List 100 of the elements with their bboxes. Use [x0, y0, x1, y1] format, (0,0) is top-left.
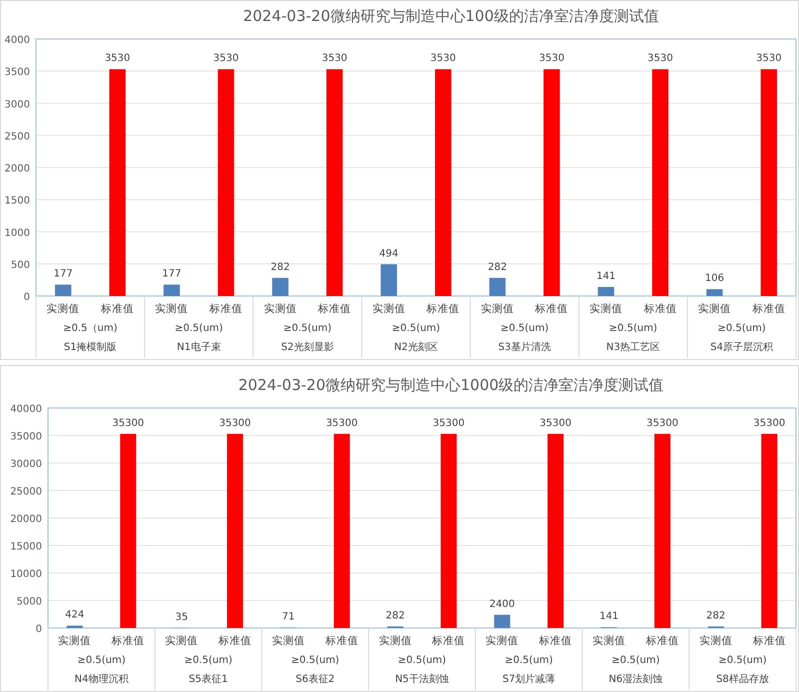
text: ≥0.5(um) [718, 655, 767, 666]
data-label: 3530 [104, 53, 130, 64]
bar [120, 434, 136, 628]
y-tick-label: 3000 [4, 99, 30, 110]
text: S2光刻显影 [281, 341, 334, 353]
text: ≥0.5(um) [718, 323, 766, 334]
y-tick-label: 0 [36, 624, 42, 635]
y-tick-label: 500 [10, 260, 30, 271]
bar [435, 69, 452, 296]
x-tick-label: 标准值 [534, 302, 568, 315]
x-tick-label: 实测值 [58, 634, 92, 647]
bar [706, 289, 723, 296]
x-tick-label: 实测值 [264, 302, 297, 315]
text: N3热工艺区 [606, 341, 660, 353]
text: N6湿法刻蚀 [608, 673, 663, 685]
y-tick-label: 15000 [10, 542, 42, 552]
data-label: 35300 [326, 418, 358, 429]
text: ≥0.5（um) [63, 323, 118, 334]
bar [440, 434, 457, 628]
x-tick-label: 实测值 [590, 302, 622, 315]
x-tick-label: 实测值 [165, 634, 198, 647]
x-tick-label: 标准值 [218, 634, 252, 647]
y-tick-label: 3500 [4, 67, 30, 78]
text: S7划片减薄 [502, 673, 556, 685]
x-tick-label: 实测值 [372, 302, 406, 315]
y-tick-label: 35000 [10, 432, 42, 442]
x-tick-label: 实测值 [699, 634, 732, 647]
bar [548, 434, 564, 628]
x-tick-label: 标准值 [110, 634, 145, 647]
x-tick-label: 实测值 [272, 634, 305, 647]
text: S6表征2 [296, 673, 335, 685]
bar [334, 434, 350, 628]
x-tick-label: 标准值 [208, 302, 242, 315]
y-tick-label: 1500 [4, 196, 30, 207]
text: ≥0.5(um) [612, 655, 660, 666]
chart-title: 2024-03-20微纳研究与制造中心100级的洁净室洁净度测试值 [243, 7, 659, 25]
x-tick-label: 实测值 [480, 302, 514, 315]
text: ≥0.5(um) [283, 323, 332, 334]
data-label: 35300 [646, 418, 678, 429]
y-tick-label: 1000 [4, 228, 30, 239]
text: ≥0.5(um) [184, 655, 232, 666]
bar [760, 69, 777, 296]
bar [109, 69, 126, 296]
y-tick-label: 30000 [10, 459, 42, 470]
bar [164, 284, 180, 296]
x-tick-label: 实测值 [378, 634, 412, 647]
text: N4物理沉积 [74, 673, 128, 685]
data-label: 141 [596, 270, 616, 282]
bar [272, 278, 288, 296]
x-tick-label: 标准值 [426, 302, 460, 315]
bar [761, 434, 778, 628]
x-tick-label: 标准值 [317, 302, 352, 315]
text: ≥0.5(um) [504, 655, 554, 666]
bar [494, 614, 510, 628]
bar [218, 69, 234, 296]
x-tick-label: 标准值 [431, 634, 466, 647]
text: S3基片清洗 [498, 341, 551, 353]
y-tick-label: 2000 [4, 164, 30, 174]
text: S8样品存放 [716, 673, 769, 685]
y-tick-label: 25000 [10, 486, 42, 498]
bar [326, 69, 343, 296]
text: N2光刻区 [394, 341, 438, 353]
data-label: 3530 [756, 53, 782, 64]
text: S1掩模制版 [64, 341, 117, 353]
text: ≥0.5(um) [174, 323, 224, 334]
bar [226, 434, 244, 628]
bar [652, 69, 668, 296]
x-tick-label: 标准值 [642, 302, 677, 315]
bar [544, 69, 560, 296]
data-label: 3530 [538, 53, 564, 64]
y-tick-label: 2500 [4, 131, 30, 142]
data-label: 282 [386, 610, 405, 622]
x-tick-label: 标准值 [751, 302, 786, 315]
bar [598, 286, 614, 296]
data-label: 71 [282, 612, 295, 623]
data-label: 3530 [430, 53, 456, 64]
y-tick-label: 5000 [16, 596, 42, 608]
y-tick-label: 20000 [10, 514, 42, 525]
text: N5干法刻蚀 [395, 673, 449, 685]
y-tick-label: 4000 [4, 35, 30, 46]
data-label: 177 [162, 268, 182, 280]
text: ≥0.5(um) [392, 323, 440, 334]
text: S4原子层沉积 [710, 341, 774, 353]
bar [55, 284, 72, 296]
text: ≥0.5(um) [291, 655, 340, 666]
y-tick-label: 40000 [10, 404, 42, 415]
text: ≥0.5(um) [609, 323, 658, 334]
data-label: 282 [488, 262, 507, 273]
x-tick-label: 实测值 [486, 634, 519, 647]
bar [489, 278, 506, 296]
data-label: 3530 [648, 53, 674, 64]
text: ≥0.5(um) [398, 655, 446, 666]
data-label: 424 [65, 610, 84, 621]
bar [380, 264, 397, 296]
data-label: 35300 [112, 418, 144, 429]
x-tick-label: 实测值 [155, 302, 188, 315]
x-tick-label: 标准值 [324, 634, 358, 647]
data-label: 35300 [219, 418, 251, 429]
data-label: 35300 [540, 418, 572, 429]
x-tick-label: 标准值 [100, 302, 134, 315]
